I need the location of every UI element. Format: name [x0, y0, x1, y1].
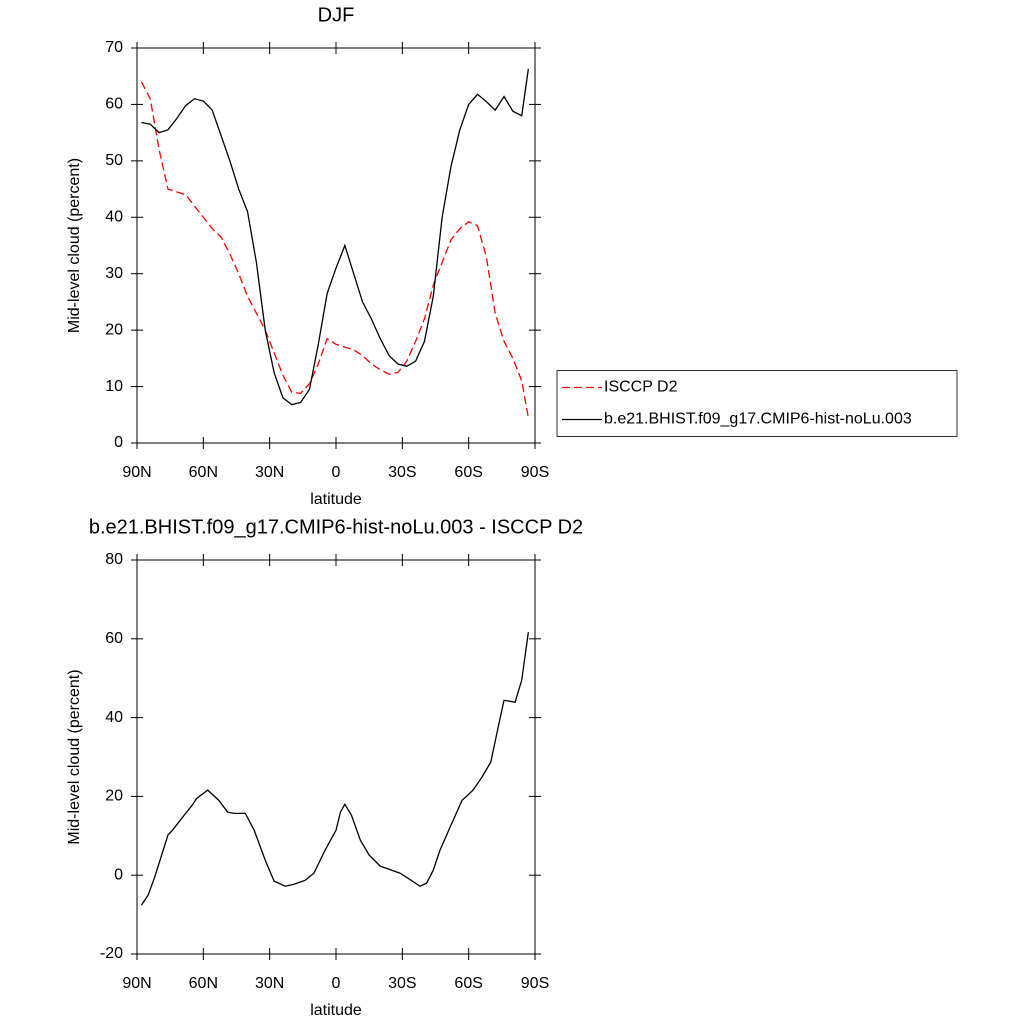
x-tick-label: 60N	[189, 464, 218, 481]
legend-box	[556, 370, 958, 437]
x-tick-label: 30N	[255, 464, 284, 481]
x-tick-label: 0	[332, 975, 341, 992]
y-axis-label: Mid-level cloud (percent)	[66, 158, 83, 333]
x-tick-label: 60N	[189, 975, 218, 992]
y-tick-label: 40	[105, 209, 123, 226]
data-line	[140, 81, 530, 418]
y-tick-label: 60	[105, 96, 123, 113]
y-tick-label: 60	[105, 630, 123, 647]
legend-label: ISCCP D2	[604, 379, 678, 396]
x-tick-label: 60S	[454, 464, 482, 481]
y-tick-label: 10	[105, 378, 123, 395]
data-line	[140, 632, 530, 906]
y-tick-label: 50	[105, 152, 123, 169]
y-tick-label: 20	[105, 321, 123, 338]
chart-title: b.e21.BHIST.f09_g17.CMIP6-hist-noLu.003 …	[89, 516, 583, 538]
chart-title: DJF	[318, 4, 355, 26]
y-tick-label: 0	[114, 434, 123, 451]
x-axis-label: latitude	[310, 1002, 362, 1019]
x-tick-label: 30S	[388, 975, 416, 992]
y-tick-label: 0	[114, 866, 123, 883]
legend-label: b.e21.BHIST.f09_g17.CMIP6-hist-noLu.003	[604, 411, 912, 428]
x-tick-label: 60S	[454, 975, 482, 992]
data-line	[141, 68, 530, 406]
y-tick-label: -20	[100, 945, 123, 962]
y-axis-label: Mid-level cloud (percent)	[66, 669, 83, 844]
x-tick-label: 0	[332, 464, 341, 481]
y-tick-label: 70	[105, 39, 123, 56]
x-axis-label: latitude	[310, 491, 362, 508]
plot-frame	[136, 47, 536, 444]
x-tick-label: 30N	[255, 975, 284, 992]
x-tick-label: 90N	[122, 975, 151, 992]
y-tick-label: 30	[105, 265, 123, 282]
x-tick-label: 90N	[122, 464, 151, 481]
x-tick-label: 90S	[521, 975, 549, 992]
x-tick-label: 30S	[388, 464, 416, 481]
y-tick-label: 40	[105, 709, 123, 726]
x-tick-label: 90S	[521, 464, 549, 481]
plot-frame	[136, 559, 536, 955]
y-tick-label: 80	[105, 551, 123, 568]
y-tick-label: 20	[105, 788, 123, 805]
